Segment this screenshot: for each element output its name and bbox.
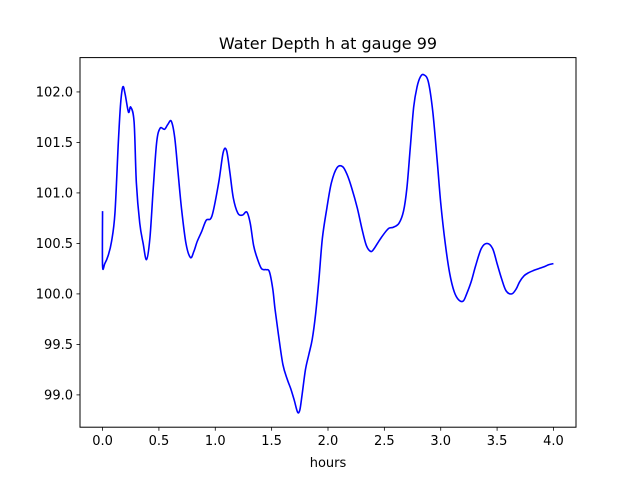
x-tick-label: 3.5 — [487, 434, 508, 449]
x-axis: 0.0 0.5 1.0 1.5 2.0 2.5 3.0 3.5 4.0 — [92, 427, 564, 449]
x-tick-label: 1.0 — [205, 434, 226, 449]
y-tick-label: 100.0 — [36, 287, 73, 302]
chart-title: Water Depth h at gauge 99 — [219, 34, 437, 53]
x-tick-label: 4.0 — [543, 434, 564, 449]
water-depth-line — [101, 73, 554, 414]
y-tick-label: 99.5 — [44, 338, 73, 353]
y-tick-label: 99.0 — [44, 388, 73, 403]
y-tick-label: 102.0 — [36, 85, 73, 100]
y-tick-label: 101.0 — [36, 186, 73, 201]
y-axis: 99.0 99.5 100.0 100.5 101.0 101.5 102.0 — [36, 85, 80, 403]
series-layer — [101, 73, 554, 414]
x-tick-label: 1.5 — [261, 434, 282, 449]
x-tick-label: 0.5 — [149, 434, 170, 449]
x-tick-label: 2.5 — [374, 434, 395, 449]
y-tick-label: 100.5 — [36, 237, 73, 252]
x-axis-label: hours — [310, 456, 347, 471]
x-tick-label: 2.0 — [318, 434, 339, 449]
plot-area — [80, 57, 576, 428]
x-tick-label: 3.0 — [430, 434, 451, 449]
x-tick-label: 0.0 — [92, 434, 113, 449]
y-tick-label: 101.5 — [36, 136, 73, 151]
